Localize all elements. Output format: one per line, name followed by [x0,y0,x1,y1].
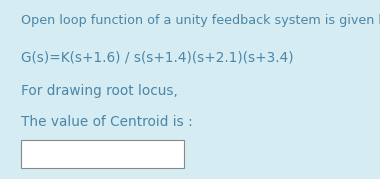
FancyBboxPatch shape [21,140,184,168]
Text: For drawing root locus,: For drawing root locus, [21,84,178,98]
Text: The value of Centroid is :: The value of Centroid is : [21,115,193,129]
Text: Open loop function of a unity feedback system is given by: Open loop function of a unity feedback s… [21,14,380,27]
Text: G(s)=K(s+1.6) / s(s+1.4)(s+2.1)(s+3.4): G(s)=K(s+1.6) / s(s+1.4)(s+2.1)(s+3.4) [21,50,293,64]
